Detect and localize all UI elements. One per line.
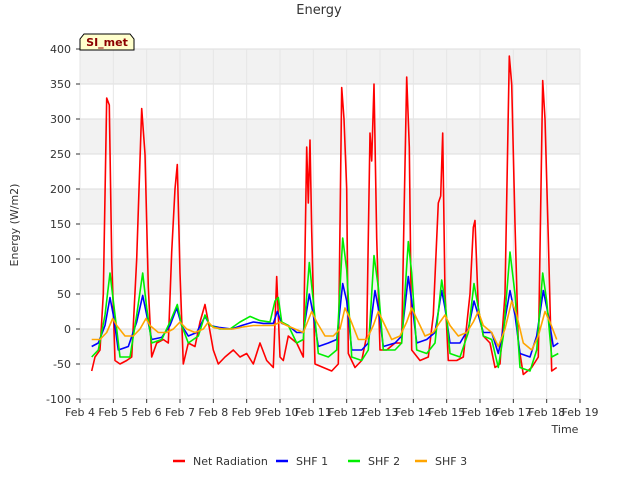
y-tick-label: 50 bbox=[57, 288, 71, 301]
x-tick-label: Feb 4 bbox=[65, 406, 95, 419]
x-tick-label: Feb 15 bbox=[428, 406, 465, 419]
y-tick-label: 100 bbox=[50, 253, 71, 266]
x-tick-label: Feb 7 bbox=[165, 406, 195, 419]
y-tick-label: -50 bbox=[53, 358, 71, 371]
site-badge: SI_met bbox=[79, 33, 135, 51]
badge-box bbox=[79, 33, 135, 51]
y-tick-label: -100 bbox=[46, 393, 71, 406]
series-lines bbox=[90, 55, 559, 376]
badge-label: SI_met bbox=[86, 36, 128, 49]
plot-band bbox=[80, 119, 580, 154]
y-tick-label: 350 bbox=[50, 78, 71, 91]
chart-title: Energy bbox=[296, 3, 342, 18]
y-tick-label: 250 bbox=[50, 148, 71, 161]
x-tick-label: Feb 16 bbox=[462, 406, 499, 419]
legend-label: SHF 2 bbox=[368, 455, 400, 468]
y-tick-label: 0 bbox=[64, 323, 71, 336]
x-tick-label: Feb 17 bbox=[495, 406, 532, 419]
x-tick-label: Feb 9 bbox=[232, 406, 262, 419]
x-tick-label: Feb 19 bbox=[562, 406, 599, 419]
y-tick-label: 400 bbox=[50, 43, 71, 56]
x-tick-label: Feb 18 bbox=[528, 406, 565, 419]
x-axis-ticks: Feb 4 Feb 5 Feb 6 Feb 7 Feb 8 Feb 9 Feb 10Feb … bbox=[65, 399, 598, 419]
x-tick-label: Feb 10 bbox=[262, 406, 299, 419]
series-line bbox=[91, 237, 559, 372]
plot-band bbox=[80, 259, 580, 294]
y-axis-ticks: -100 -50 0 50 100 150 200 250 300 350 400 bbox=[46, 43, 80, 406]
legend: Net Radiation SHF 1 SHF 2 SHF 3 bbox=[173, 455, 467, 468]
y-axis-label: Energy (W/m2) bbox=[8, 184, 21, 267]
y-tick-label: 200 bbox=[50, 183, 71, 196]
legend-label: Net Radiation bbox=[193, 455, 268, 468]
x-tick-label: Feb 6 bbox=[132, 406, 162, 419]
x-tick-label: Feb 13 bbox=[362, 406, 399, 419]
x-tick-label: Feb 11 bbox=[295, 406, 332, 419]
x-tick-label: Feb 8 bbox=[198, 406, 228, 419]
plot-band bbox=[80, 49, 580, 84]
plot-band bbox=[80, 189, 580, 224]
y-tick-label: 300 bbox=[50, 113, 71, 126]
y-tick-label: 150 bbox=[50, 218, 71, 231]
x-tick-label: Feb 14 bbox=[395, 406, 432, 419]
x-axis-label: Time bbox=[551, 423, 579, 436]
x-tick-label: Feb 12 bbox=[328, 406, 365, 419]
legend-label: SHF 1 bbox=[296, 455, 328, 468]
x-tick-label: Feb 5 bbox=[98, 406, 128, 419]
series-line bbox=[91, 300, 558, 351]
legend-label: SHF 3 bbox=[435, 455, 467, 468]
